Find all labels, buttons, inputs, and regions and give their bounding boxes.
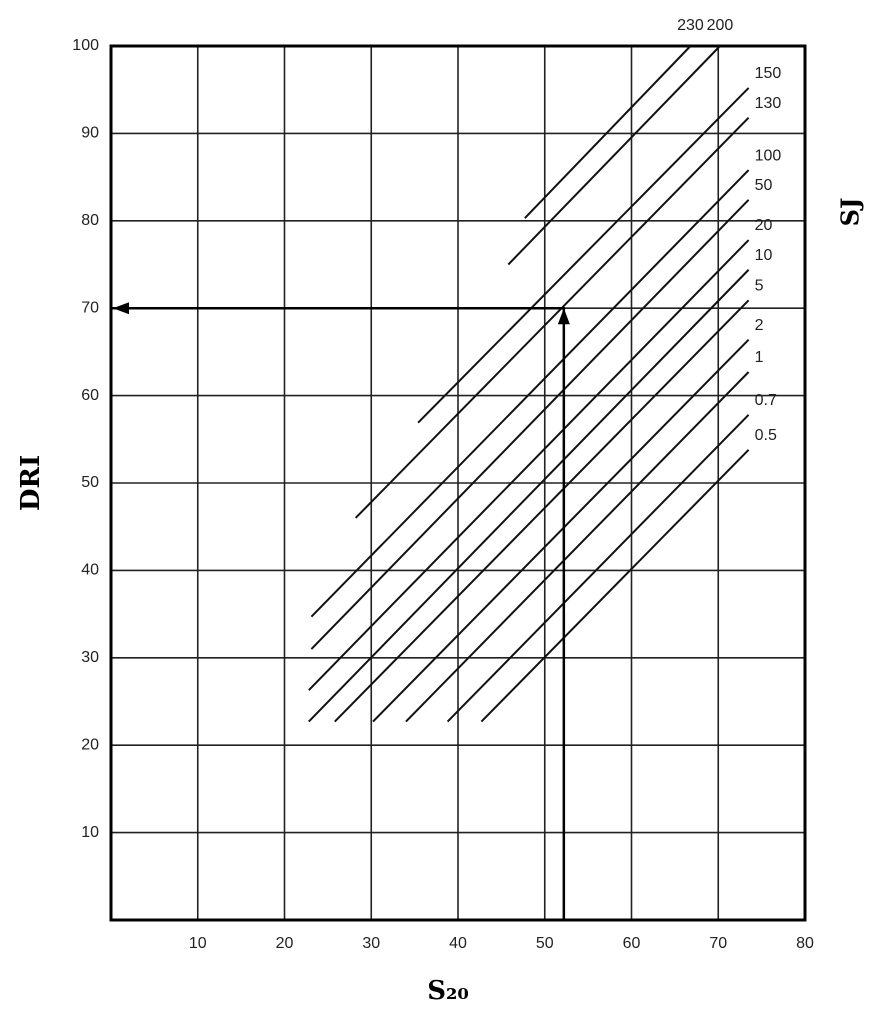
sj-line [417, 87, 750, 424]
sj-label: 0.7 [755, 392, 777, 409]
sj-line [446, 414, 750, 723]
x-tick-label: 80 [796, 935, 814, 952]
x-tick-label: 30 [362, 935, 380, 952]
sj-label: 130 [755, 95, 782, 112]
sj-line [507, 45, 721, 266]
example-arrow [111, 306, 566, 920]
y-tick-label: 20 [81, 736, 99, 753]
x-tick-label: 70 [709, 935, 727, 952]
y-tick-label: 90 [81, 125, 99, 142]
arrow-head [557, 308, 570, 325]
sj-line [308, 269, 750, 723]
plot-frame [109, 44, 807, 922]
sj-line [524, 45, 692, 219]
y-tick-label: 60 [81, 387, 99, 404]
y2-axis-title: SJ [836, 198, 865, 227]
y-tick-label: 70 [81, 299, 99, 316]
y-tick-label: 40 [81, 562, 99, 579]
sj-line [405, 371, 750, 723]
x-tick-label: 20 [276, 935, 294, 952]
sj-label: 1 [755, 349, 764, 366]
sj-label: 230 [677, 17, 704, 34]
sj-line [310, 169, 750, 618]
sj-line [372, 338, 750, 723]
sj-label: 2 [755, 317, 764, 334]
sj-label: 10 [755, 247, 773, 264]
y-tick-label: 10 [81, 824, 99, 841]
sj-label: 0.5 [755, 427, 777, 444]
x-tick-label: 40 [449, 935, 467, 952]
y-tick-label: 30 [81, 649, 99, 666]
sj-line [334, 299, 750, 723]
sj-line [354, 116, 750, 519]
x-tick-label: 10 [189, 935, 207, 952]
y-axis-title: DRI [16, 455, 46, 511]
sj-line [480, 449, 750, 723]
x-axis-title: S₂₀ [427, 976, 469, 1006]
arrow-head [113, 302, 129, 315]
sj-label: 5 [755, 278, 764, 295]
sj-label: 200 [707, 17, 734, 34]
sj-label: 50 [755, 177, 773, 194]
x-tick-label: 60 [623, 935, 641, 952]
sj-label: 150 [755, 65, 782, 82]
y-tick-label: 100 [72, 37, 99, 54]
sj-line [308, 239, 750, 691]
y-tick-label: 80 [81, 212, 99, 229]
x-tick-label: 50 [536, 935, 554, 952]
sj-label: 100 [755, 147, 782, 164]
sj-line [310, 199, 750, 650]
y-tick-label: 50 [81, 474, 99, 491]
sj-label: 20 [755, 217, 773, 234]
